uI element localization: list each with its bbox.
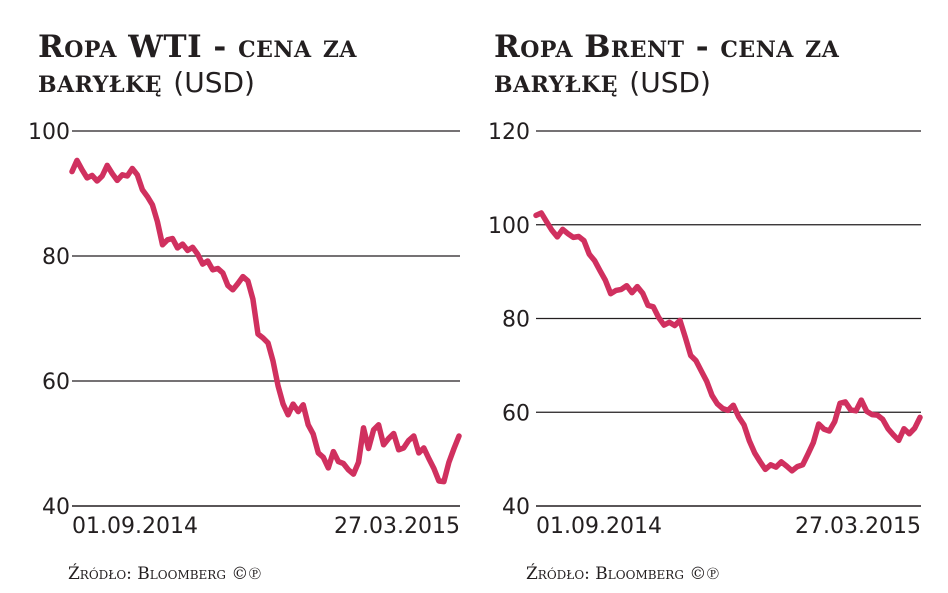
brent-price-line <box>533 210 923 474</box>
wti-x-label-start: 01.09.2014 <box>72 514 198 539</box>
brent-chart-title: Ropa Brent - cena za baryłkę (USD) <box>494 30 914 100</box>
wti-title-text: Ropa WTI - cena za baryłkę <box>38 29 357 100</box>
brent-y-tick-label: 60 <box>502 401 530 426</box>
wti-x-label-end: 27.03.2015 <box>334 514 460 539</box>
brent-title-text: Ropa Brent - cena za baryłkę <box>494 29 840 100</box>
wti-source-note: Źródło: Bloomberg ©℗ <box>68 564 262 584</box>
brent-x-label-end: 27.03.2015 <box>795 514 921 539</box>
wti-y-tick-label: 40 <box>42 495 70 520</box>
brent-y-tick-label: 120 <box>488 120 530 145</box>
brent-source-note: Źródło: Bloomberg ©℗ <box>526 564 720 584</box>
brent-y-tick-label: 100 <box>488 214 530 239</box>
brent-panel: Ropa Brent - cena za baryłkę (USD) 120 10… <box>474 0 948 593</box>
brent-title-unit: (USD) <box>629 66 711 99</box>
wti-panel: Ropa WTI - cena za baryłkę (USD) 100 80 60… <box>28 30 462 584</box>
brent-y-tick-label: 40 <box>502 495 530 520</box>
brent-x-label-start: 01.09.2014 <box>536 514 662 539</box>
wti-y-tick-label: 60 <box>42 370 70 395</box>
brent-y-tick-label: 80 <box>502 308 530 333</box>
wti-title-unit: (USD) <box>173 66 255 99</box>
wti-y-tick-label: 80 <box>42 245 70 270</box>
wti-y-tick-label: 100 <box>28 120 70 145</box>
wti-price-line <box>69 157 462 485</box>
wti-chart-title: Ropa WTI - cena za baryłkę (USD) <box>38 30 458 100</box>
